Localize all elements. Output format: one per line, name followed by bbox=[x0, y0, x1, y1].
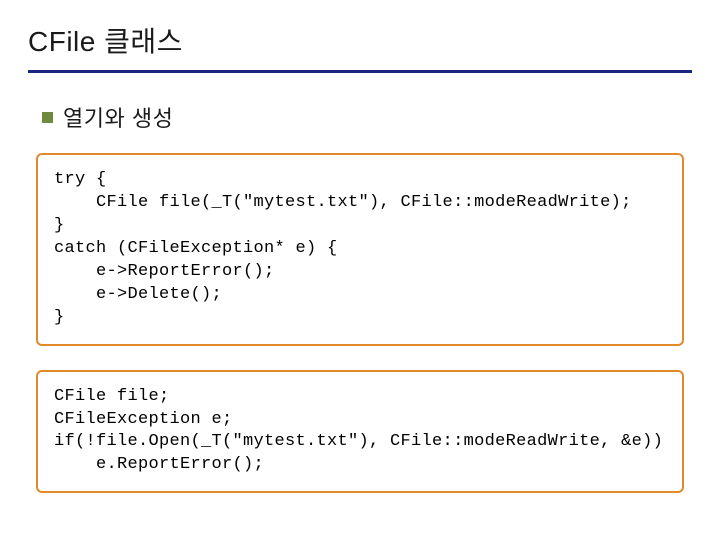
code-block-2: CFile file; CFileException e; if(!file.O… bbox=[36, 370, 684, 494]
code-content-1: try { CFile file(_T("mytest.txt"), CFile… bbox=[54, 169, 666, 330]
code-block-1: try { CFile file(_T("mytest.txt"), CFile… bbox=[36, 153, 684, 346]
title-divider bbox=[28, 70, 692, 73]
subtitle-text: 열기와 생성 bbox=[63, 101, 173, 133]
subtitle-row: 열기와 생성 bbox=[28, 101, 692, 133]
page-title: CFile 클래스 bbox=[28, 20, 692, 60]
code-content-2: CFile file; CFileException e; if(!file.O… bbox=[54, 386, 666, 478]
bullet-icon bbox=[42, 112, 53, 123]
